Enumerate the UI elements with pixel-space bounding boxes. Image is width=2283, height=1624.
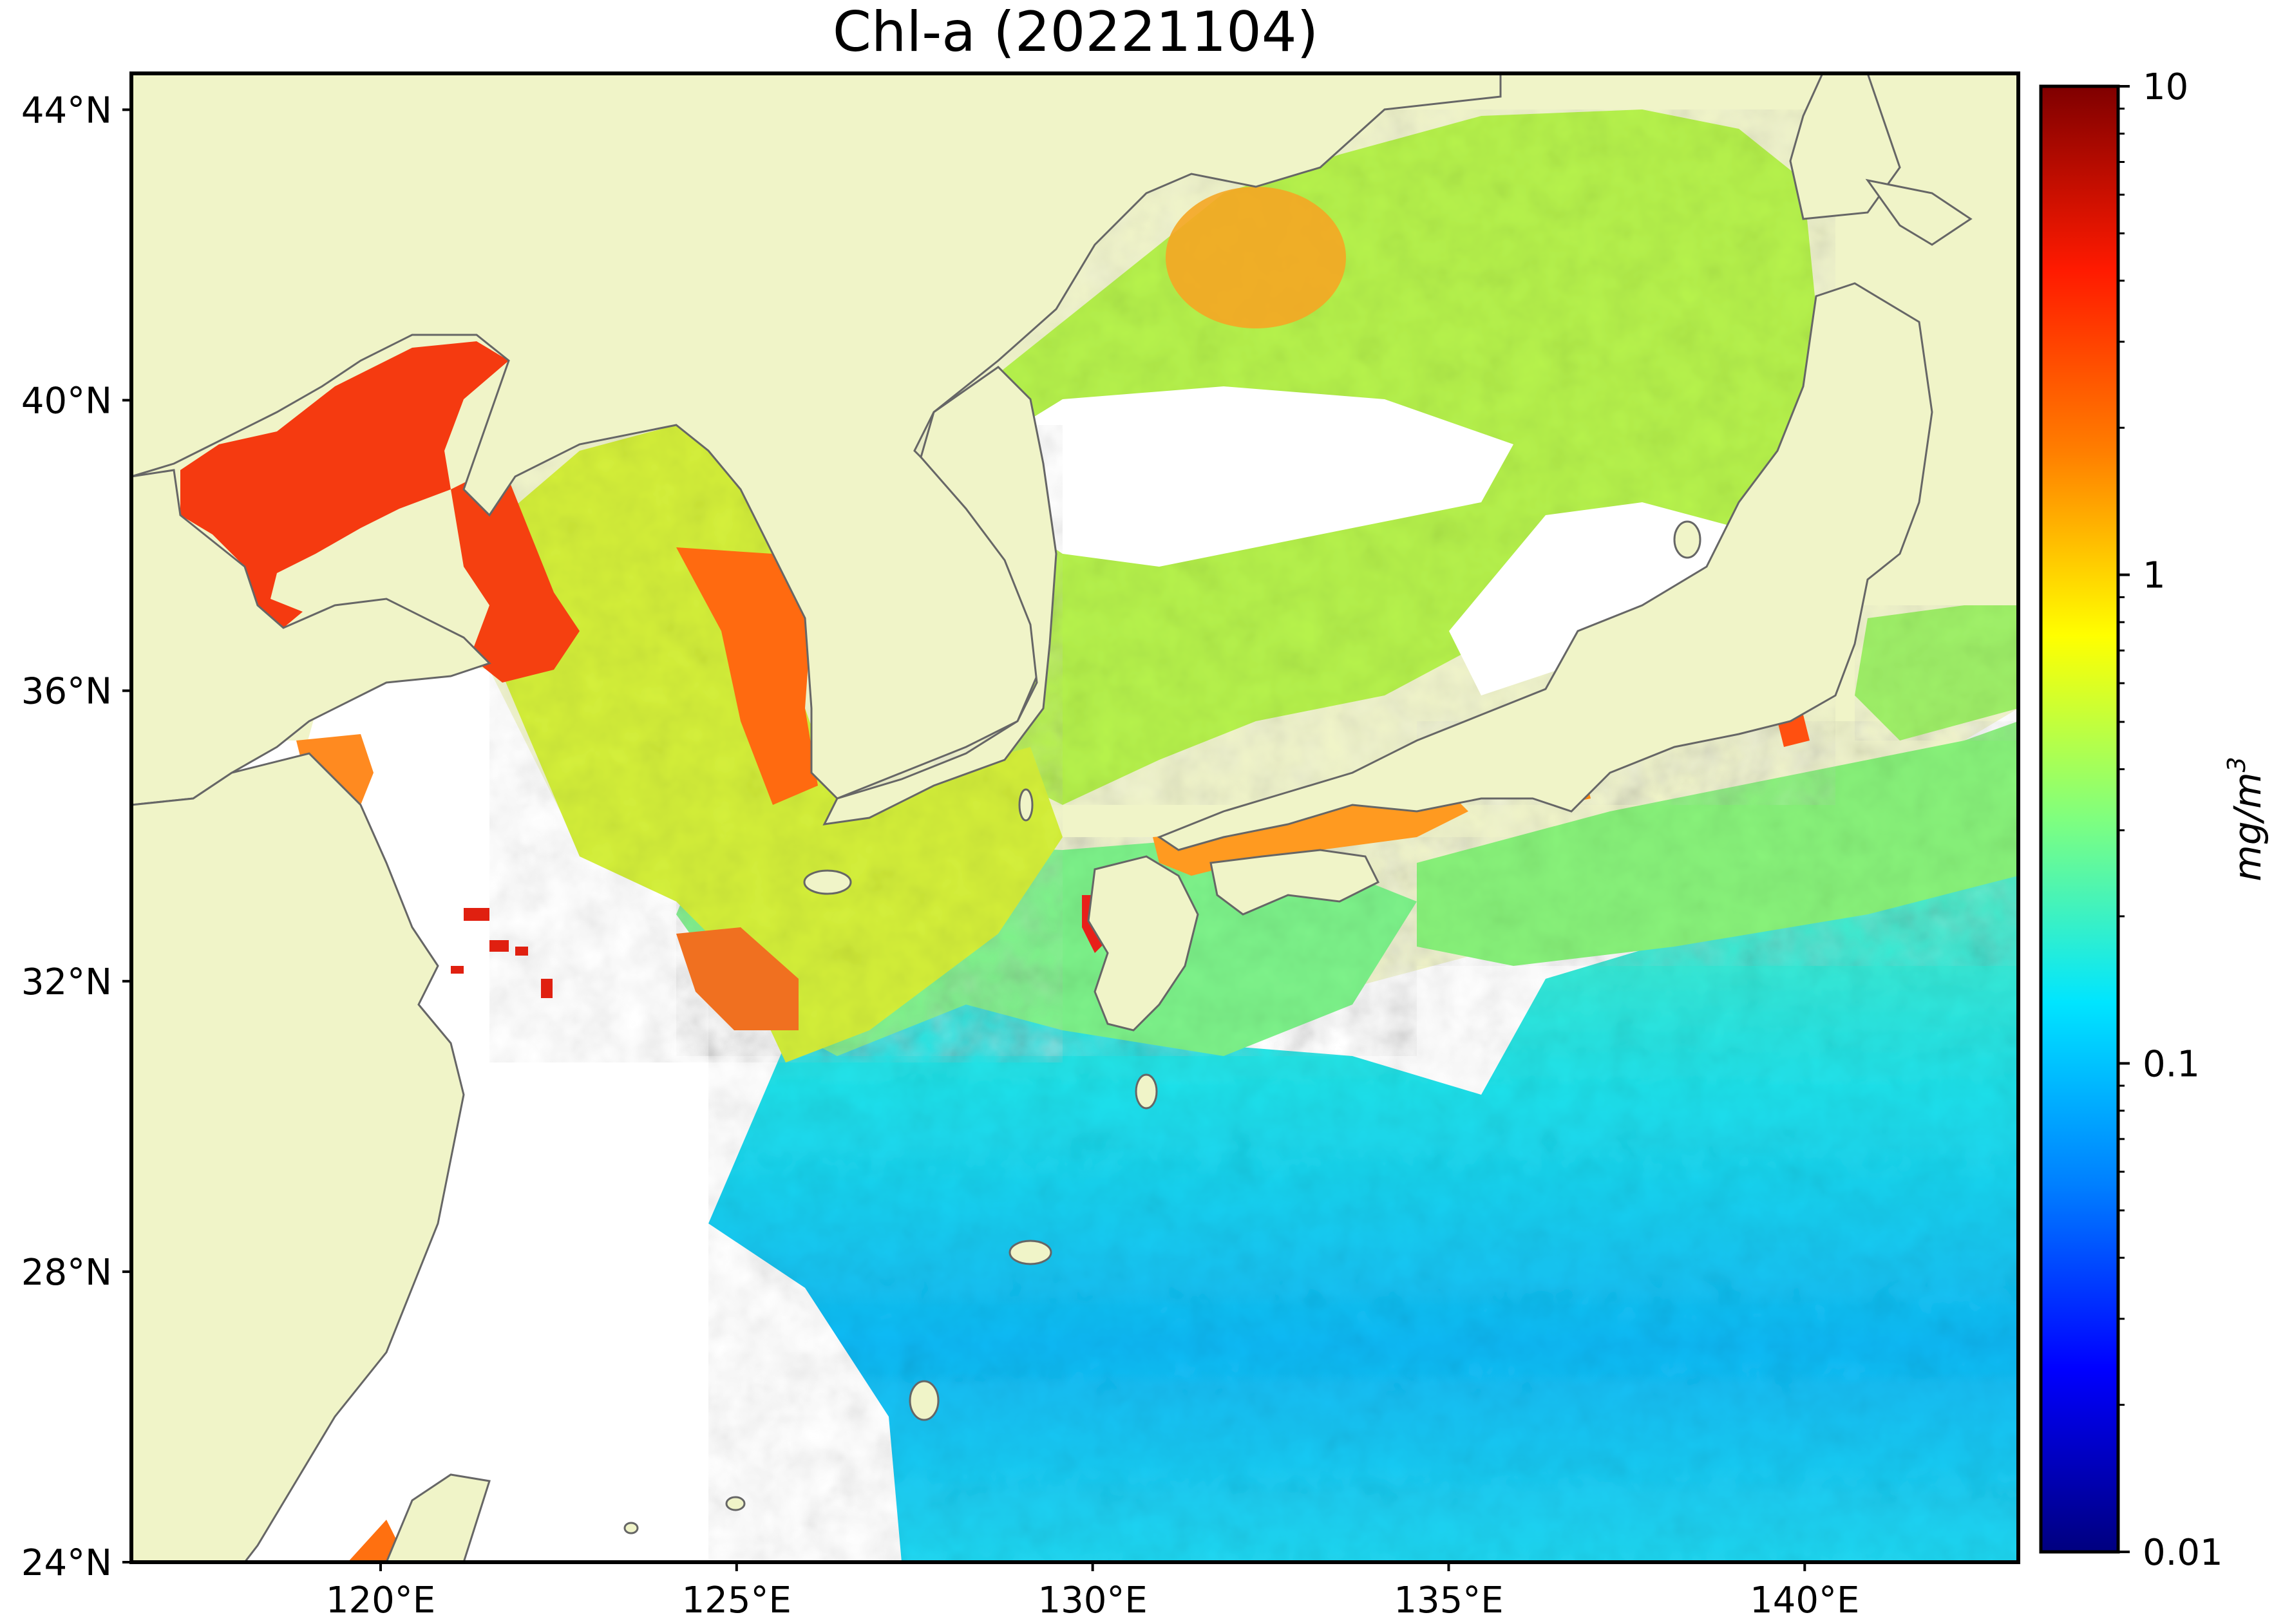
lat-tick-label: 32°N [21,961,112,1003]
land-honshu [1157,282,1933,851]
bloom-seto-inland-sea [1153,792,1468,876]
bloom-bohai-sea [180,341,509,628]
colorbar-ticks: 10 1 0.1 0.01 [2118,66,2223,1574]
bloom-korea-west-coast [676,547,818,805]
figure-title: Chl-a (20221104) [832,0,1319,64]
colorbar-gradient [2041,86,2118,1552]
land-east-china-coast [131,752,465,1562]
land-taiwan [385,1473,491,1562]
bloom-taiwan-strait [348,1520,399,1562]
lon-tick-label: 120°E [326,1580,435,1621]
bloom-sea-of-japan-north [1166,187,1346,328]
bloom-yangtze-estuary [676,927,799,1030]
data-pacific-northeast [1855,605,2018,741]
colorbar: 10 1 0.1 0.01 mg/m3 [2039,66,2269,1574]
lat-tick-label: 28°N [21,1252,112,1294]
no-data-sea-of-japan [979,386,1513,567]
land-ryukyu-islands [623,1073,1158,1534]
map-panel [131,73,2018,1562]
land-tsushima-island [1018,788,1034,822]
lat-tick-label: 36°N [21,671,112,713]
lon-tick-label: 135°E [1394,1580,1503,1621]
land-shikoku [1209,849,1380,916]
latitude-axis: 44°N 40°N 36°N 32°N 28°N 24°N [21,90,131,1584]
no-data-sea-of-japan-2 [1449,502,1739,695]
land-jeju-island [803,869,852,895]
land-masses [131,73,1973,1562]
colorbar-frame [2039,84,2120,1554]
colorbar-tick-label: 10 [2143,66,2188,108]
bloom-liaodong-bay [451,464,580,683]
longitude-axis: 120°E 125°E 130°E 135°E 140°E [326,1562,1859,1621]
lat-tick-label: 44°N [21,90,112,131]
map-frame [129,71,2020,1564]
bloom-scatter-china-coast [451,908,553,998]
lat-tick-label: 40°N [21,381,112,422]
lon-tick-label: 130°E [1038,1580,1148,1621]
data-swath-green-east [1417,721,2018,966]
colorbar-tick-label: 0.01 [2143,1532,2223,1574]
colorbar-unit-base: mg/m [2226,772,2269,881]
lat-tick-label: 24°N [21,1542,112,1584]
land-china-korea-north [131,73,1502,800]
colorbar-unit-exponent: 3 [2222,757,2251,772]
land-sado-island [1673,520,1701,559]
land-hokkaido-east [1865,178,1973,246]
land-kyushu [1087,855,1199,1032]
colorbar-tick-label: 0.1 [2143,1043,2200,1085]
colorbar-tick-label: 1 [2143,555,2166,597]
colorbar-unit-label: mg/m3 [2222,757,2269,882]
lon-tick-label: 125°E [682,1580,791,1621]
land-korea-south [822,366,1057,826]
lon-tick-label: 140°E [1750,1580,1859,1621]
